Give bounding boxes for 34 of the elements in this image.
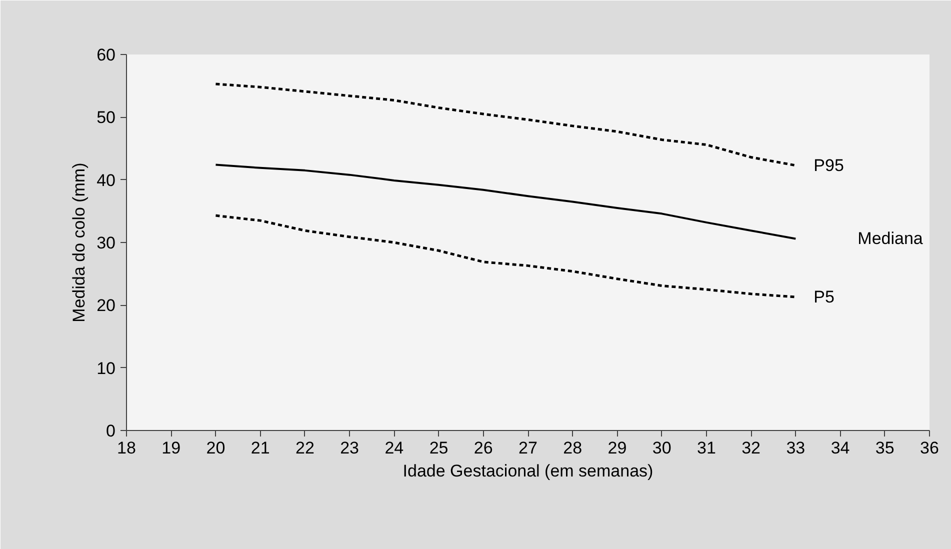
line-series bbox=[214, 82, 797, 167]
x-tick-label: 21 bbox=[250, 438, 270, 458]
x-tick-label: 24 bbox=[384, 438, 404, 458]
series-label: P95 bbox=[814, 156, 844, 175]
y-tick-label: 50 bbox=[96, 108, 116, 128]
y-tick-label: 40 bbox=[96, 170, 116, 190]
x-tick-label: 22 bbox=[295, 438, 314, 458]
x-tick-label: 30 bbox=[652, 438, 672, 458]
y-tick-label: 30 bbox=[96, 234, 116, 252]
y-tick-label: 10 bbox=[96, 358, 116, 378]
x-tick-label: 23 bbox=[340, 438, 360, 458]
x-tick-label: 20 bbox=[206, 438, 226, 458]
x-tick-label: 34 bbox=[830, 438, 850, 458]
x-tick-label: 31 bbox=[696, 438, 716, 458]
line-series bbox=[214, 164, 797, 240]
y-tick-label: 60 bbox=[96, 46, 116, 64]
y-tick-label: 0 bbox=[106, 422, 116, 440]
line-series bbox=[214, 214, 797, 298]
x-tick-label: 33 bbox=[786, 438, 806, 458]
x-tick-label: 36 bbox=[920, 438, 939, 458]
x-tick-label: 32 bbox=[742, 438, 761, 458]
x-tick-label: 26 bbox=[474, 438, 493, 458]
series-label: P5 bbox=[814, 288, 834, 307]
y-axis-title: Medida do colo (mm) bbox=[70, 162, 89, 322]
y-tick-label: 20 bbox=[96, 296, 116, 316]
x-tick-label: 35 bbox=[875, 438, 894, 458]
x-tick-label: 28 bbox=[563, 438, 582, 458]
x-tick-label: 27 bbox=[518, 438, 538, 458]
x-tick-label: 29 bbox=[608, 438, 627, 458]
x-tick-label: 18 bbox=[117, 438, 136, 458]
text: Mediana bbox=[858, 229, 924, 248]
x-tick-label: 25 bbox=[429, 438, 448, 458]
x-axis-title: Idade Gestacional (em semanas) bbox=[402, 462, 654, 480]
x-tick-label: 19 bbox=[162, 438, 181, 458]
